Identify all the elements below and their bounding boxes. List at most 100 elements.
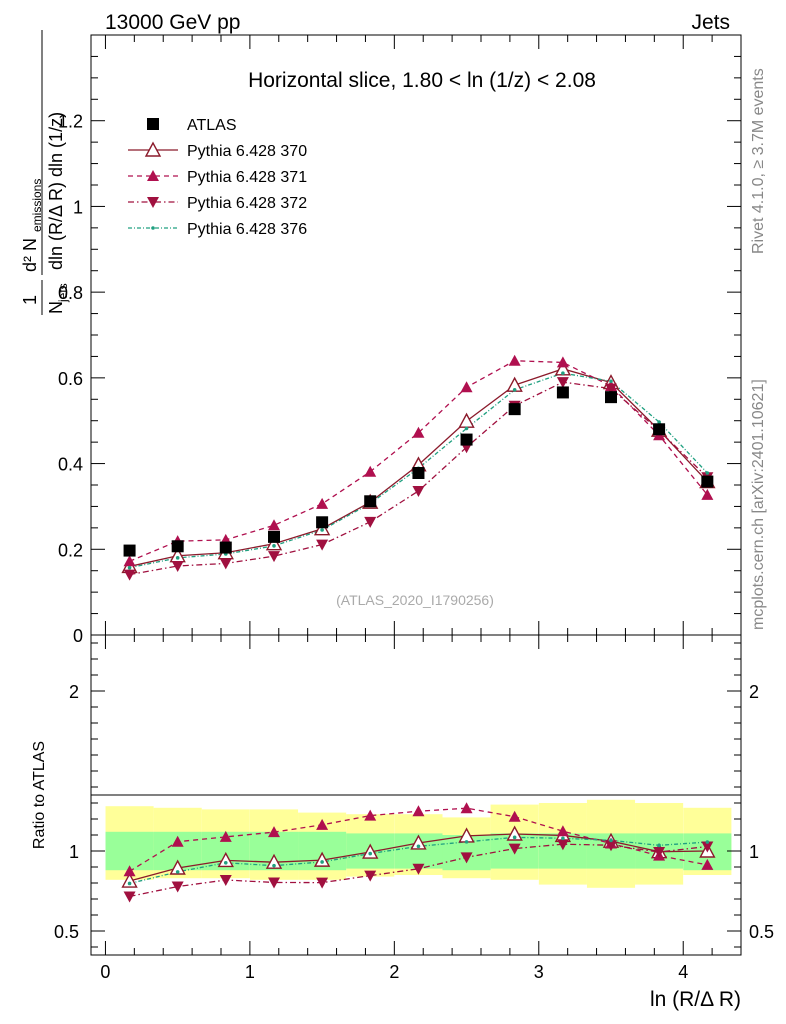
ratio-point-s372: [268, 877, 281, 889]
ylabel-denominator: dln (R/Δ R) dln (1/z): [46, 112, 66, 270]
ratio-point-s376: [223, 860, 228, 865]
ylabel-n: N: [46, 301, 66, 314]
point-s376: [657, 420, 661, 424]
mcplots-label: mcplots.cern.ch [arXiv:2401.10621]: [750, 379, 767, 630]
ratio-point-s370: [169, 859, 186, 875]
point-s370: [458, 412, 475, 428]
point-s371: [123, 555, 136, 567]
point-s372: [171, 561, 184, 572]
point-s376: [705, 471, 710, 475]
point-s371: [268, 519, 281, 531]
main-y-tick-label: 0.2: [58, 540, 83, 560]
point-s376: [609, 379, 613, 384]
legend-marker-data: [147, 118, 159, 130]
point-data: [556, 386, 569, 399]
header-left: 13000 GeV pp: [105, 11, 240, 34]
point-s371: [701, 488, 714, 500]
legend-label-data: ATLAS: [187, 117, 237, 134]
point-s372: [316, 539, 329, 551]
point-s376: [561, 371, 565, 375]
ratio-frame: [90, 634, 742, 956]
point-s372: [123, 569, 136, 581]
ratio-point-s372: [412, 863, 425, 875]
point-s376: [464, 426, 469, 431]
point-data: [316, 516, 329, 529]
rivet-version-label: Rivet 4.1.0, ≥ 3.7M events: [750, 68, 767, 254]
point-data: [701, 475, 714, 488]
ratio-y-tick-label-right: 2: [749, 682, 759, 702]
ratio-point-s376: [368, 851, 373, 856]
point-data: [364, 495, 377, 508]
ratio-y-tick-label-left: 2: [69, 682, 79, 702]
legend-label-s370: Pythia 6.428 370: [187, 143, 307, 160]
point-s371: [316, 497, 329, 509]
ratio-point-s370: [265, 853, 283, 869]
ratio-point-s372: [364, 870, 377, 882]
ratio-point-s370: [121, 872, 138, 888]
main-y-tick-label: 0.4: [58, 455, 83, 475]
main-panel: 0 0.2 0.4 0.6 0.8 1 1.2 Horizontal slice, 1.80…: [58, 34, 742, 646]
main-y-tick-label: 0.8: [58, 283, 83, 303]
ratio-point-s372: [653, 847, 666, 858]
point-s371: [460, 381, 473, 393]
ratio-point-s376: [609, 838, 613, 843]
point-s372: [268, 551, 281, 563]
ratio-point-s371: [412, 805, 425, 817]
point-data: [268, 530, 281, 543]
main-y-tick-label: 1: [73, 197, 83, 217]
ratio-point-s371: [219, 830, 232, 842]
legend-label-s372: Pythia 6.428 372: [187, 195, 307, 212]
ratio-point-s376: [705, 840, 710, 844]
ratio-point-s371: [123, 865, 136, 877]
ratio-point-s376: [272, 863, 276, 868]
legend: ATLAS Pythia 6.428 370 Pythia 6.428 371 Pyt…: [128, 117, 307, 238]
ratio-point-s370: [217, 851, 234, 868]
ratio-point-s376: [464, 840, 469, 844]
point-s371: [364, 465, 377, 477]
ratio-series-group: [121, 802, 716, 903]
ratio-point-s371: [268, 826, 281, 838]
ratio-point-s372: [701, 841, 714, 853]
ratio-point-s371: [556, 825, 569, 837]
ratio-point-s371: [364, 809, 377, 821]
header-right: Jets: [691, 11, 730, 34]
point-s376: [272, 544, 276, 548]
ratio-point-s372: [123, 891, 136, 903]
ratio-point-s371: [171, 835, 184, 847]
ratio-y-tick-label-left: 0.5: [54, 922, 79, 942]
legend-label-s371: Pythia 6.428 371: [187, 169, 307, 186]
main-y-tick-label: 0.6: [58, 369, 83, 389]
ylabel-d2n: d² N: [20, 238, 40, 272]
ratio-y-tick-label-right: 0.5: [749, 922, 774, 942]
main-axis-ticks: 0 0.2 0.4 0.6 0.8 1 1.2: [58, 34, 742, 646]
main-y-tick-label: 1.2: [58, 112, 83, 132]
ratio-y-tick-label-left: 1: [69, 842, 79, 862]
ylabel-one: 1: [20, 295, 40, 305]
point-data: [412, 467, 425, 479]
legend-marker-s376: [151, 226, 155, 230]
point-s376: [512, 388, 517, 392]
point-data: [123, 544, 136, 557]
legend-marker-s370: [144, 141, 162, 157]
ratio-point-s370: [313, 851, 331, 867]
point-data: [508, 403, 521, 416]
ratio-point-s372: [460, 852, 473, 864]
legend-marker-s372: [147, 197, 159, 208]
ratio-point-s371: [508, 810, 521, 822]
ratio-point-s371: [701, 858, 714, 870]
point-data: [605, 391, 617, 404]
point-s372: [605, 383, 617, 395]
ratio-point-s372: [316, 877, 329, 889]
main-series-group: [121, 354, 716, 581]
ratio-point-s376: [416, 844, 421, 849]
point-data: [219, 541, 232, 554]
legend-label-s376: Pythia 6.428 376: [187, 221, 307, 238]
point-s376: [320, 528, 324, 532]
ratio-point-s372: [219, 875, 232, 887]
x-tick-label: 1: [245, 962, 255, 982]
ratio-axis-ticks: 0 1 2 3 4 0.5 0.5 1 1 2 2: [54, 635, 774, 982]
ratio-point-s376: [561, 836, 565, 841]
ratio-point-s372: [171, 881, 184, 893]
